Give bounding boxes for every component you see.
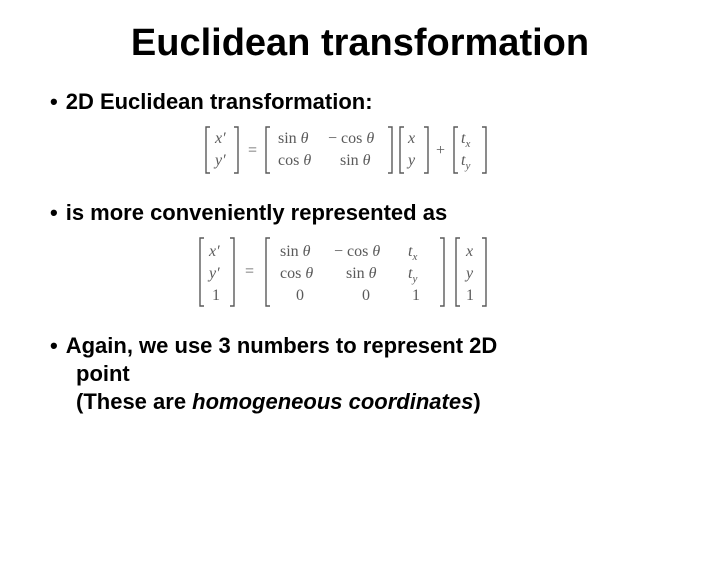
svg-text:x: x (465, 243, 473, 260)
svg-text:1: 1 (412, 287, 420, 304)
svg-text:tx: tx (408, 243, 417, 263)
bullet-3: •Again, we use 3 numbers to represent 2D… (50, 333, 670, 415)
equation-1-svg: x′ y′ = sin θ − cos θ cos θ sin θ x y + (200, 123, 520, 177)
svg-text:sin θ: sin θ (340, 152, 371, 169)
equation-2-svg: x′ y′ 1 = sin θ − cos θ tx cos θ sin θ t… (190, 234, 530, 310)
bullet-1-text: 2D Euclidean transformation: (66, 89, 373, 115)
svg-text:1: 1 (466, 287, 474, 304)
svg-text:0: 0 (362, 287, 370, 304)
svg-text:x: x (407, 130, 415, 147)
bullet-3-line1: Again, we use 3 numbers to represent 2D (66, 333, 498, 359)
content-area: •2D Euclidean transformation: x′ y′ = si… (50, 89, 670, 415)
svg-text:− cos θ: − cos θ (334, 243, 380, 260)
equation-2: x′ y′ 1 = sin θ − cos θ tx cos θ sin θ t… (50, 234, 670, 315)
svg-text:=: = (245, 263, 254, 280)
svg-text:sin θ: sin θ (278, 130, 309, 147)
svg-text:x′: x′ (208, 243, 220, 260)
svg-text:0: 0 (296, 287, 304, 304)
svg-text:− cos θ: − cos θ (328, 130, 374, 147)
svg-text:=: = (248, 142, 257, 159)
bullet-2-text: is more conveniently represented as (66, 200, 448, 226)
svg-text:x′: x′ (214, 130, 226, 147)
bullet-3-em: homogeneous coordinates (192, 389, 473, 414)
svg-text:sin θ: sin θ (346, 265, 377, 282)
svg-text:y′: y′ (207, 265, 220, 282)
svg-text:y: y (406, 152, 416, 169)
svg-text:ty: ty (408, 265, 417, 285)
bullet-3-line3: (These are homogeneous coordinates) (76, 389, 670, 415)
svg-text:cos θ: cos θ (278, 152, 311, 169)
svg-text:y′: y′ (213, 152, 226, 169)
svg-text:tx: tx (461, 130, 470, 150)
svg-text:1: 1 (212, 287, 220, 304)
equation-1: x′ y′ = sin θ − cos θ cos θ sin θ x y + (50, 123, 670, 182)
svg-text:cos θ: cos θ (280, 265, 313, 282)
svg-text:sin θ: sin θ (280, 243, 311, 260)
bullet-3-pre: (These are (76, 389, 192, 414)
svg-text:y: y (464, 265, 474, 282)
svg-text:ty: ty (461, 152, 470, 172)
bullet-3-post: ) (473, 389, 480, 414)
bullet-1: •2D Euclidean transformation: (50, 89, 670, 115)
bullet-2: •is more conveniently represented as (50, 200, 670, 226)
page-title: Euclidean transformation (0, 22, 720, 65)
bullet-3-line2: point (76, 361, 670, 387)
svg-text:+: + (436, 142, 445, 159)
